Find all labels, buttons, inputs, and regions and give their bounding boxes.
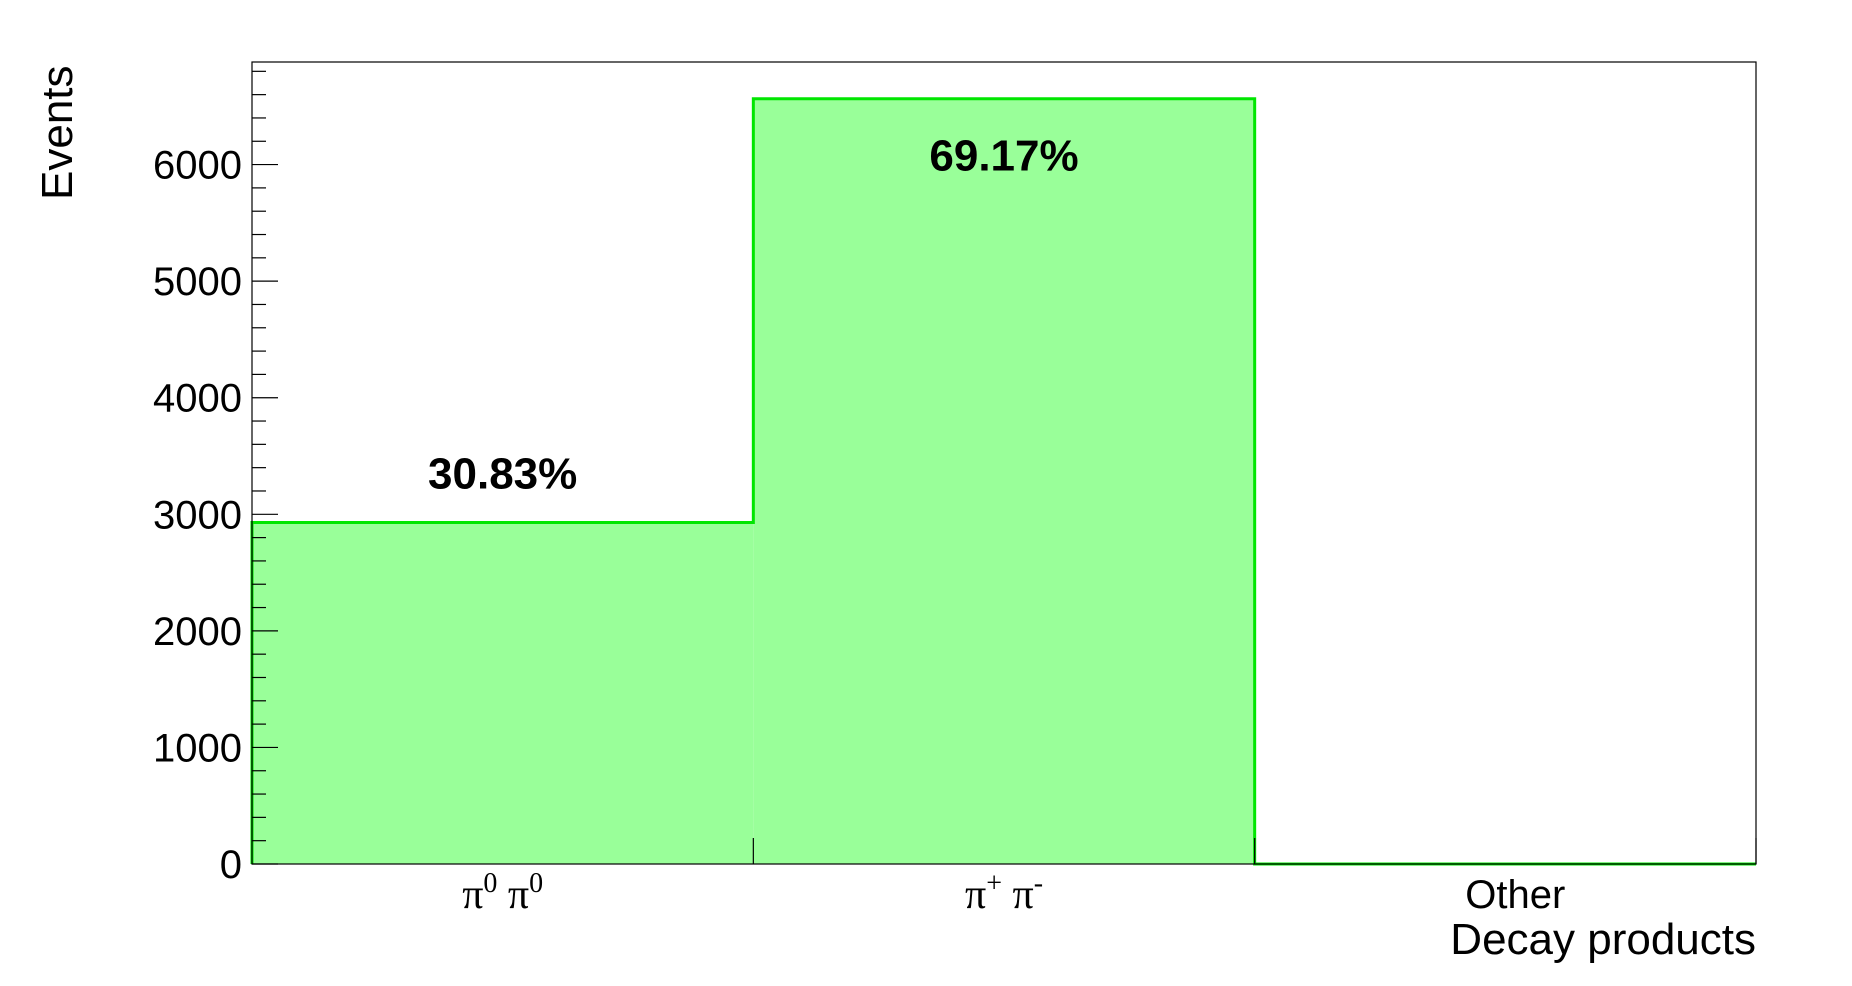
x-category-label: Other — [1465, 873, 1565, 917]
bars-layer — [250, 97, 1756, 866]
y-tick-label: 4000 — [153, 377, 242, 421]
y-axis: 0 1000 2000 3000 4000 5000 6000 — [153, 70, 278, 887]
y-tick-label: 3000 — [153, 493, 242, 537]
plot-frame-rect — [251, 61, 1757, 865]
bar-1 — [753, 98, 1255, 864]
y-tick-label: 1000 — [153, 726, 242, 770]
x-axis-title: Decay products — [1450, 915, 1756, 964]
x-axis: π0 π0 π+ π- Other — [462, 838, 1757, 918]
y-tick-label: 6000 — [153, 144, 242, 188]
plot-frame — [251, 61, 1757, 865]
y-tick-label: 0 — [220, 843, 242, 887]
y-axis-title: Events — [33, 65, 82, 200]
bar-data-label: 69.17% — [929, 132, 1078, 181]
bar-data-label: 30.83% — [428, 449, 577, 498]
y-tick-label: 2000 — [153, 610, 242, 654]
data-labels: 30.83% 69.17% — [428, 132, 1079, 499]
x-category-label: π+ π- — [965, 868, 1043, 918]
y-tick-label: 5000 — [153, 260, 242, 304]
x-category-label: π0 π0 — [462, 868, 543, 918]
bar-0 — [252, 522, 754, 864]
